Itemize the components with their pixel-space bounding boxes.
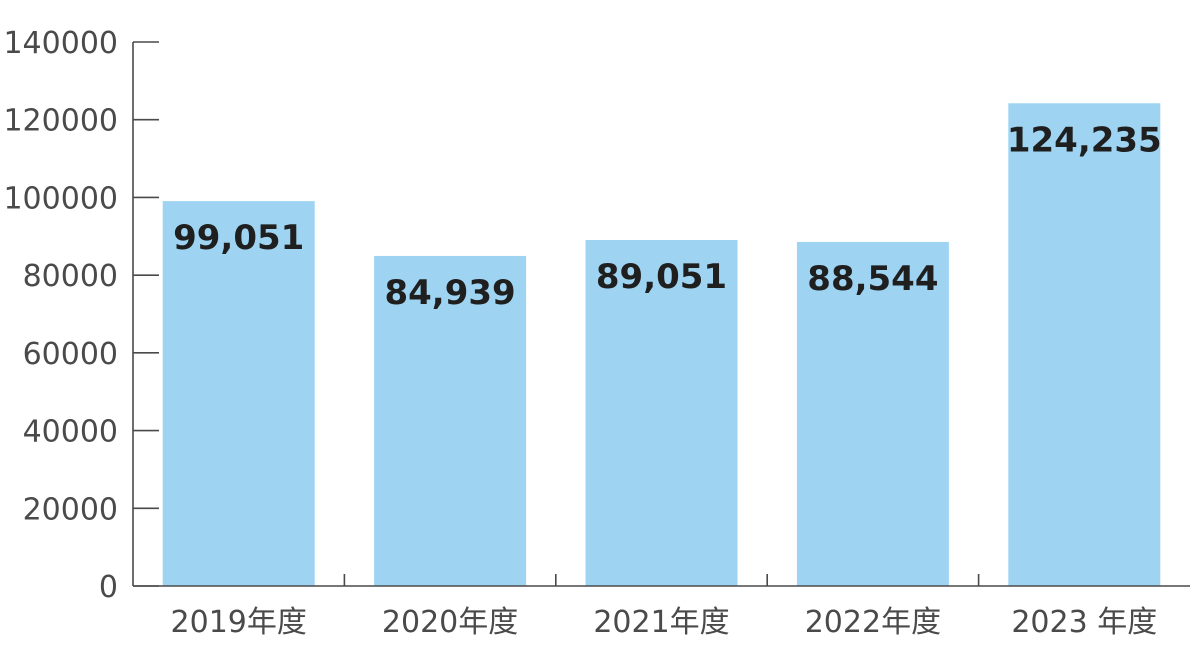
- x-axis-ticks: 2019年度 2020年度 2021年度 2022年度 2023 年度: [171, 574, 1157, 640]
- bar: [585, 239, 738, 586]
- bar: [1008, 103, 1161, 586]
- bar-value-label: 124,235: [1007, 120, 1162, 160]
- y-axis-ticks: 0 20000 40000 60000 80000 100000 120000 140000: [3, 26, 159, 605]
- bar-value-label: 99,051: [173, 218, 304, 258]
- y-tick-label: 100000: [3, 181, 118, 216]
- y-tick-label: 20000: [23, 492, 118, 527]
- y-tick-label: 140000: [3, 26, 118, 61]
- bar: [796, 241, 949, 587]
- bar-value-labels: 99,051 84,939 89,051 88,544 124,235: [173, 120, 1162, 313]
- bar-value-label: 89,051: [596, 257, 727, 297]
- y-tick-label: 60000: [23, 337, 118, 372]
- y-tick-label: 120000: [3, 104, 118, 139]
- y-tick-label: 80000: [23, 259, 118, 294]
- bar-value-label: 84,939: [384, 273, 515, 313]
- y-tick-label: 40000: [23, 415, 118, 450]
- bar-value-label: 88,544: [807, 259, 938, 299]
- x-category-label: 2022年度: [805, 605, 941, 640]
- x-category-label: 2023 年度: [1011, 605, 1157, 640]
- x-category-label: 2020年度: [382, 605, 518, 640]
- bars: [162, 103, 1161, 587]
- bar: [374, 255, 527, 587]
- bar: [162, 201, 315, 586]
- y-tick-label: 0: [99, 570, 118, 605]
- x-category-label: 2021年度: [593, 605, 729, 640]
- x-category-label: 2019年度: [171, 605, 307, 640]
